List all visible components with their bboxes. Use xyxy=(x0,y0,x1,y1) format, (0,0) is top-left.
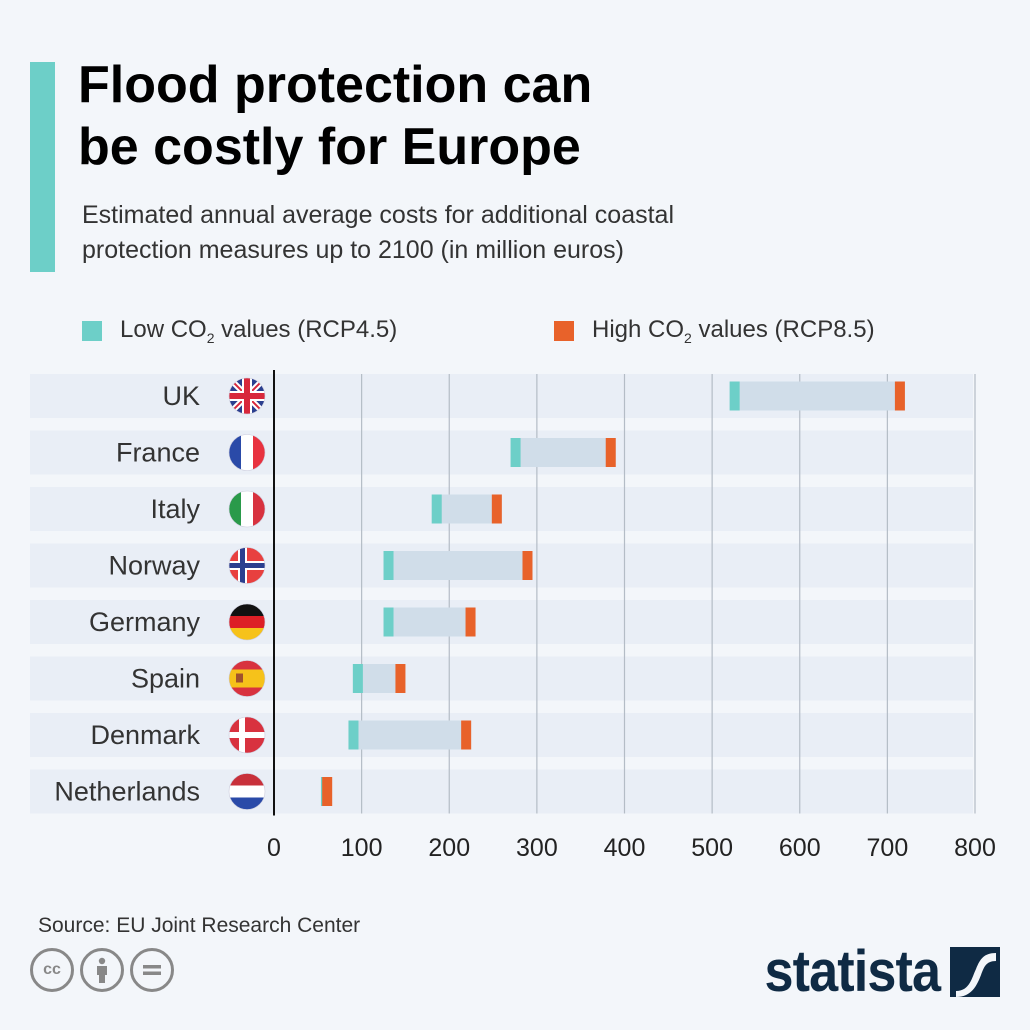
range-bar xyxy=(431,494,502,524)
high-marker xyxy=(322,777,333,806)
x-tick-label: 0 xyxy=(267,834,281,862)
statista-mark-icon xyxy=(950,947,1000,997)
range-bar xyxy=(348,720,472,750)
category-label: Germany xyxy=(89,607,201,637)
category-label: Norway xyxy=(108,551,200,581)
x-tick-label: 700 xyxy=(867,834,909,862)
high-marker xyxy=(465,607,476,637)
uk-flag-icon xyxy=(228,377,266,415)
legend-item-low: Low CO2 values (RCP4.5) xyxy=(82,316,397,346)
row-background xyxy=(30,713,973,757)
legend-swatch-low xyxy=(82,320,102,341)
subtitle-line-2: protection measures up to 2100 (in milli… xyxy=(82,236,624,264)
norway-flag-icon xyxy=(228,547,266,584)
legend-item-high: High CO2 values (RCP8.5) xyxy=(554,316,875,346)
range-bar xyxy=(383,551,533,580)
row-background xyxy=(30,600,973,644)
chart-subtitle: Estimated annual average costs for addit… xyxy=(82,198,882,268)
low-marker xyxy=(431,494,442,524)
high-marker xyxy=(605,438,616,467)
accent-bar xyxy=(30,62,55,272)
range-bar xyxy=(383,607,476,637)
by-icon[interactable] xyxy=(80,948,124,992)
low-marker xyxy=(348,720,359,750)
row-background xyxy=(30,656,973,701)
x-tick-label: 800 xyxy=(954,834,996,862)
category-label: Spain xyxy=(131,664,200,694)
low-marker xyxy=(352,664,363,693)
germany-flag-icon xyxy=(228,603,266,641)
range-bar xyxy=(510,438,616,467)
france-flag-icon xyxy=(228,434,266,471)
netherlands-flag-icon xyxy=(228,773,266,810)
high-marker xyxy=(522,551,533,580)
brand-wordmark: statista xyxy=(764,939,940,1004)
row-background xyxy=(30,769,973,814)
high-marker xyxy=(894,381,905,411)
low-marker xyxy=(383,551,394,580)
chart-title: Flood protection can be costly for Europ… xyxy=(78,54,778,178)
category-label: France xyxy=(116,438,200,468)
x-tick-label: 100 xyxy=(341,834,383,862)
legend-label-high: High CO2 values (RCP8.5) xyxy=(592,316,875,346)
chart-area: 0 100 200 300 400 500 600 700 800 UK France Italy No… xyxy=(30,370,996,862)
subtitle-line-1: Estimated annual average costs for addit… xyxy=(82,201,675,229)
source-note: Source: EU Joint Research Center xyxy=(38,914,361,937)
high-marker xyxy=(395,664,406,693)
nd-icon[interactable] xyxy=(130,948,174,992)
x-tick-label: 500 xyxy=(691,834,733,862)
category-label: Netherlands xyxy=(54,777,200,807)
legend: Low CO2 values (RCP4.5) High CO2 values … xyxy=(82,316,982,348)
range-bar xyxy=(729,381,905,411)
low-marker xyxy=(383,607,394,637)
italy-flag-icon xyxy=(228,490,266,528)
x-tick-label: 300 xyxy=(516,834,558,862)
statista-logo[interactable]: statista xyxy=(745,942,1000,1002)
license-icons: cc xyxy=(30,948,174,992)
row-background xyxy=(30,430,973,475)
x-tick-label: 200 xyxy=(428,834,470,862)
legend-label-low: Low CO2 values (RCP4.5) xyxy=(120,316,398,346)
spain-flag-icon xyxy=(228,660,266,697)
x-tick-label: 400 xyxy=(604,834,646,862)
category-label: Denmark xyxy=(90,720,200,750)
high-marker xyxy=(491,494,502,524)
title-line-2: be costly for Europe xyxy=(78,118,581,176)
high-marker xyxy=(461,720,472,750)
denmark-flag-icon xyxy=(228,716,266,754)
cc-icon[interactable]: cc xyxy=(30,948,74,992)
title-line-1: Flood protection can xyxy=(78,56,593,114)
category-label: Italy xyxy=(150,494,200,524)
category-label: UK xyxy=(162,381,200,411)
x-tick-label: 600 xyxy=(779,834,821,862)
low-marker xyxy=(510,438,521,467)
low-marker xyxy=(729,381,740,411)
legend-swatch-high xyxy=(554,320,574,341)
